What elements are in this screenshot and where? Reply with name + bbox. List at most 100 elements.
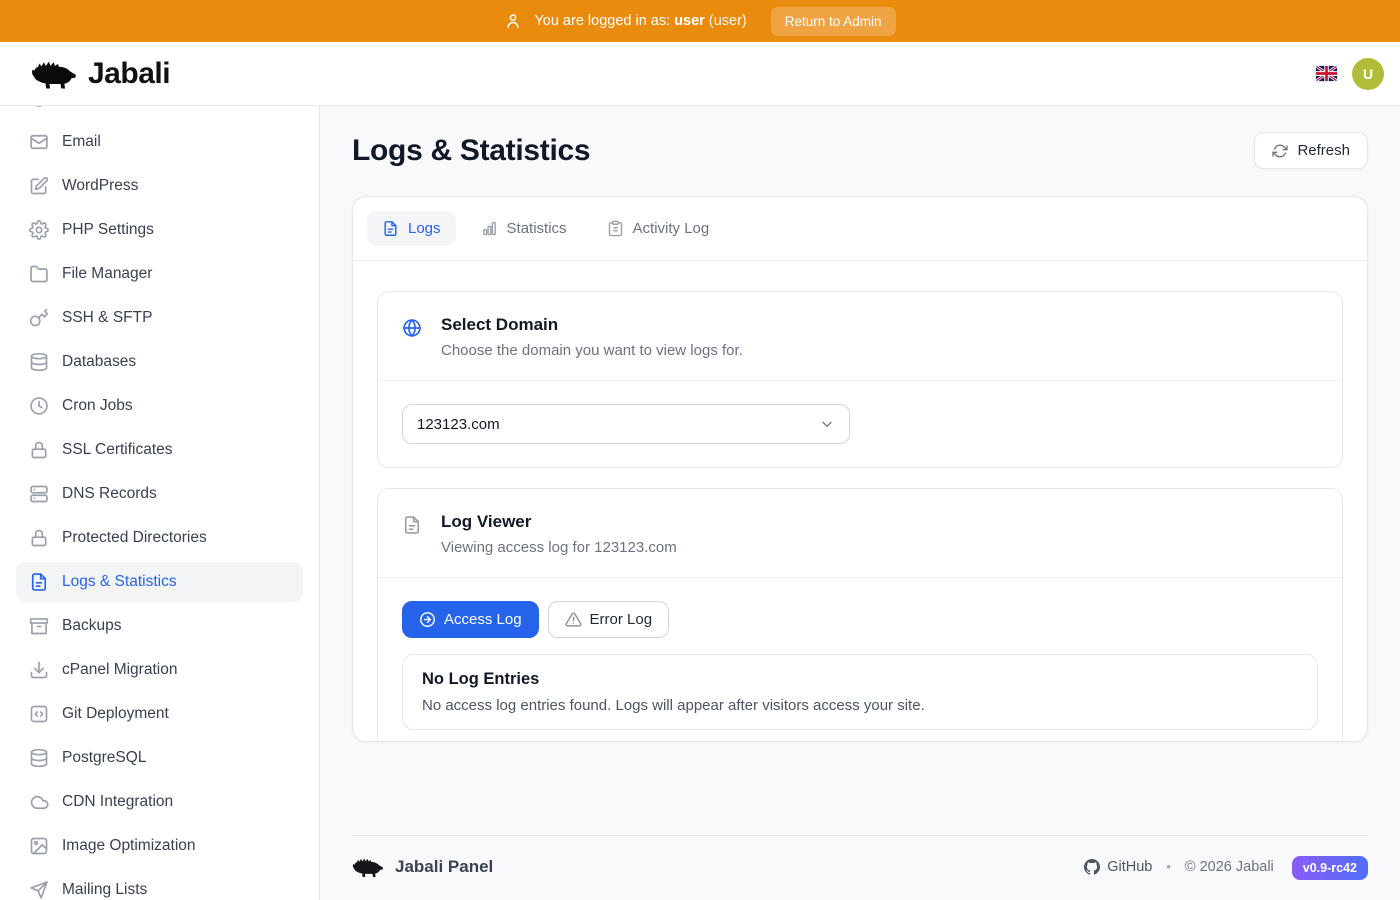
select-domain-title: Select Domain: [441, 315, 559, 334]
sidebar-item-label: Git Deployment: [62, 705, 169, 722]
sidebar-item-wordpress[interactable]: WordPress: [16, 166, 303, 206]
brand-name: Jabali: [88, 56, 171, 90]
code-icon: [29, 704, 49, 724]
tab-statistics[interactable]: Statistics: [466, 211, 582, 246]
file-text-icon: [402, 515, 422, 535]
clipboard-icon: [607, 220, 624, 237]
sidebar-item-backups[interactable]: Backups: [16, 606, 303, 646]
sidebar-item-cdn-integration[interactable]: CDN Integration: [16, 782, 303, 822]
page-title: Logs & Statistics: [352, 133, 591, 167]
tab-label: Activity Log: [632, 220, 710, 237]
return-to-admin-button[interactable]: Return to Admin: [770, 6, 896, 36]
select-domain-subtitle: Choose the domain you want to view logs …: [441, 342, 743, 359]
impersonation-banner: You are logged in as: user (user) Return…: [0, 0, 1400, 42]
archive-icon: [29, 616, 49, 636]
sidebar-item-label: PHP Settings: [62, 221, 154, 238]
file-text-icon: [382, 220, 399, 237]
tab-activity-log[interactable]: Activity Log: [592, 211, 725, 246]
sidebar-item-logs-statistics[interactable]: Logs & Statistics: [16, 562, 303, 602]
sidebar-item-label: Protected Directories: [62, 529, 207, 546]
sidebar-item-partial[interactable]: [16, 106, 303, 118]
login-role: (user): [708, 13, 747, 29]
version-badge: v0.9-rc42: [1291, 856, 1368, 880]
sidebar-item-email[interactable]: Email: [16, 122, 303, 162]
log-viewer-title: Log Viewer: [441, 512, 532, 531]
login-username: user: [674, 13, 705, 29]
user-avatar[interactable]: U: [1352, 57, 1384, 90]
no-log-entries-title: No Log Entries: [422, 670, 540, 688]
database-icon: [29, 352, 49, 372]
send-icon: [29, 880, 49, 900]
tab-label: Logs: [408, 220, 441, 237]
github-link[interactable]: GitHub: [1084, 858, 1152, 875]
user-icon: [504, 12, 522, 30]
error-log-button[interactable]: Error Log: [547, 601, 670, 638]
edit-icon: [29, 176, 49, 196]
no-log-entries-text: No access log entries found. Logs will a…: [422, 697, 925, 714]
sidebar-item-label: Databases: [62, 353, 137, 370]
sidebar-item-label: DNS Records: [62, 485, 157, 502]
sidebar-item-git-deployment[interactable]: Git Deployment: [16, 694, 303, 734]
domain-select-value: 123123.com: [417, 415, 500, 433]
sidebar-item-label: Cron Jobs: [62, 397, 133, 414]
bar-chart-icon: [481, 220, 498, 237]
alert-triangle-icon: [564, 611, 582, 628]
main-content: Logs & Statistics Refresh Logs Statistic…: [320, 106, 1400, 900]
sidebar-item-label: SSH & SFTP: [62, 309, 153, 326]
sidebar-item-label: WordPress: [62, 177, 139, 194]
sidebar-item-cron-jobs[interactable]: Cron Jobs: [16, 386, 303, 426]
folder-icon: [29, 264, 49, 284]
globe-icon: [29, 106, 49, 108]
sidebar-item-cpanel-migration[interactable]: cPanel Migration: [16, 650, 303, 690]
chevron-down-icon: [819, 416, 835, 432]
domain-select[interactable]: 123123.com: [402, 404, 850, 444]
access-log-button[interactable]: Access Log: [402, 601, 539, 638]
sidebar-item-label: Image Optimization: [62, 837, 196, 854]
logs-panel-card: Logs Statistics Activity Log: [352, 196, 1368, 742]
sidebar-item-label: CDN Integration: [62, 793, 174, 810]
sidebar-item-protected-directories[interactable]: Protected Directories: [16, 518, 303, 558]
page-footer: Jabali Panel GitHub • © 2026 Jabali v0.9…: [352, 835, 1368, 900]
sidebar-item-label: Email: [62, 133, 101, 150]
sidebar-items: Email WordPress PHP Settings File Manage…: [16, 122, 303, 900]
login-message: You are logged in as: user (user): [534, 13, 747, 29]
sidebar-item-file-manager[interactable]: File Manager: [16, 254, 303, 294]
sidebar-item-label: Backups: [62, 617, 122, 634]
uk-flag-icon[interactable]: [1316, 66, 1337, 81]
brand-logo[interactable]: Jabali: [30, 56, 171, 91]
file-text-icon: [29, 572, 49, 592]
download-icon: [29, 660, 49, 680]
sidebar-item-label: File Manager: [62, 265, 153, 282]
github-icon: [1084, 858, 1101, 875]
sidebar-item-label: PostgreSQL: [62, 749, 147, 766]
sidebar-item-label: cPanel Migration: [62, 661, 178, 678]
lock-icon: [29, 528, 49, 548]
footer-separator: •: [1166, 859, 1171, 874]
app-header: Jabali U: [0, 42, 1400, 106]
lock-icon: [29, 440, 49, 460]
footer-copyright: © 2026 Jabali: [1184, 858, 1274, 875]
sidebar-item-ssh-sftp[interactable]: SSH & SFTP: [16, 298, 303, 338]
refresh-button[interactable]: Refresh: [1254, 132, 1368, 169]
sidebar-item-postgresql[interactable]: PostgreSQL: [16, 738, 303, 778]
arrow-right-circle-icon: [419, 611, 436, 628]
sidebar-item-ssl-certificates[interactable]: SSL Certificates: [16, 430, 303, 470]
globe-icon: [402, 318, 422, 338]
sidebar-item-dns-records[interactable]: DNS Records: [16, 474, 303, 514]
server-icon: [29, 484, 49, 504]
sidebar-item-php-settings[interactable]: PHP Settings: [16, 210, 303, 250]
sidebar-nav: Email WordPress PHP Settings File Manage…: [0, 106, 320, 900]
sidebar-item-label: Mailing Lists: [62, 881, 148, 898]
tab-bar: Logs Statistics Activity Log: [353, 197, 1367, 261]
sidebar-item-databases[interactable]: Databases: [16, 342, 303, 382]
settings-icon: [29, 220, 49, 240]
tab-label: Statistics: [506, 220, 567, 237]
cloud-icon: [29, 792, 49, 812]
tab-logs[interactable]: Logs: [367, 211, 456, 246]
image-icon: [29, 836, 49, 856]
sidebar-item-mailing-lists[interactable]: Mailing Lists: [16, 870, 303, 900]
sidebar-item-label: SSL Certificates: [62, 441, 173, 458]
sidebar-item-image-optimization[interactable]: Image Optimization: [16, 826, 303, 866]
key-icon: [29, 308, 49, 328]
footer-brand-name: Jabali Panel: [395, 856, 494, 876]
